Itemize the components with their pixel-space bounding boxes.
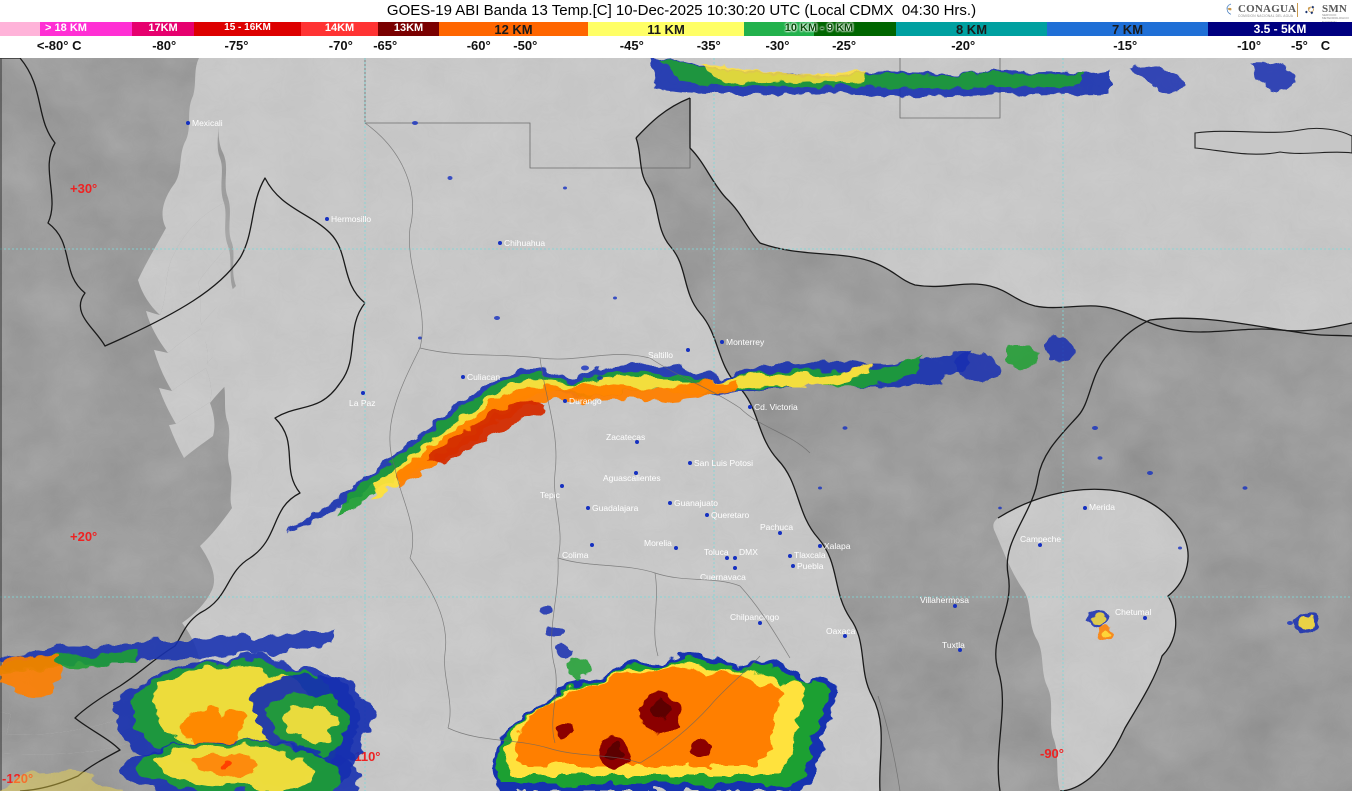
svg-text:Durango: Durango [569, 396, 602, 406]
svg-text:Merida: Merida [1089, 502, 1115, 512]
svg-text:Monterrey: Monterrey [726, 337, 765, 347]
svg-text:Chetumal: Chetumal [1115, 607, 1151, 617]
svg-text:Villahermosa: Villahermosa [920, 595, 969, 605]
svg-text:+20°: +20° [70, 529, 97, 544]
svg-text:La Paz: La Paz [349, 398, 375, 408]
svg-text:Tuxtla: Tuxtla [942, 640, 965, 650]
svg-text:Culiacan: Culiacan [467, 372, 500, 382]
svg-text:Guadalajara: Guadalajara [592, 503, 639, 513]
svg-text:Cuernavaca: Cuernavaca [700, 572, 746, 582]
svg-text:Tepic: Tepic [540, 490, 561, 500]
svg-text:DMX: DMX [739, 547, 758, 557]
svg-text:-90°: -90° [1040, 746, 1064, 761]
svg-text:Pachuca: Pachuca [760, 522, 793, 532]
svg-text:Saltillo: Saltillo [648, 350, 673, 360]
svg-text:Tlaxcala: Tlaxcala [794, 550, 826, 560]
svg-text:Oaxaca: Oaxaca [826, 626, 856, 636]
svg-text:Guanajuato: Guanajuato [674, 498, 718, 508]
svg-text:Chihuahua: Chihuahua [504, 238, 545, 248]
svg-text:Hermosillo: Hermosillo [331, 214, 371, 224]
svg-text:Zacatecas: Zacatecas [606, 432, 645, 442]
svg-text:Chilpancingo: Chilpancingo [730, 612, 779, 622]
svg-text:Cd. Victoria: Cd. Victoria [754, 402, 798, 412]
svg-text:Xalapa: Xalapa [824, 541, 851, 551]
svg-text:Campeche: Campeche [1020, 534, 1061, 544]
svg-text:Colima: Colima [562, 550, 589, 560]
svg-text:Aguascalientes: Aguascalientes [603, 473, 661, 483]
svg-text:Puebla: Puebla [797, 561, 824, 571]
svg-text:+30°: +30° [70, 181, 97, 196]
svg-text:Mexicali: Mexicali [192, 118, 223, 128]
svg-text:Morelia: Morelia [644, 538, 672, 548]
svg-text:Queretaro: Queretaro [711, 510, 750, 520]
svg-text:San Luis Potosi: San Luis Potosi [694, 458, 753, 468]
svg-text:Toluca: Toluca [704, 547, 729, 557]
